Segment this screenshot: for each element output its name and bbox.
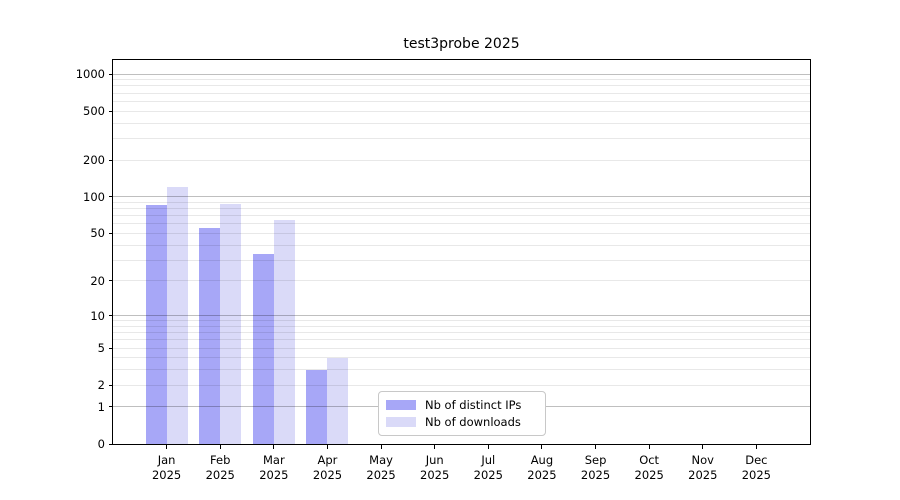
y-tick-label: 0: [97, 437, 105, 451]
y-tick: [109, 110, 113, 112]
x-tick: [755, 445, 757, 449]
bar-ips-mar: [252, 253, 274, 444]
gridline-minor: [113, 357, 810, 359]
y-tick-label: 1: [97, 399, 105, 414]
gridline-minor: [113, 122, 810, 124]
plot-area: [112, 59, 811, 445]
gridline-minor: [113, 339, 810, 341]
x-tick-label: Mar 2025: [259, 453, 289, 482]
gridline-minor: [113, 208, 810, 210]
y-tick-label: 100: [83, 189, 105, 204]
gridline-minor: [113, 110, 810, 112]
gridline-minor: [113, 137, 810, 139]
x-tick-label: May 2025: [366, 453, 396, 482]
gridline-minor: [113, 201, 810, 203]
x-tick-label: Feb 2025: [205, 453, 235, 482]
x-tick-label: Jun 2025: [420, 453, 450, 482]
legend-swatch-distinct-ips: [386, 399, 416, 410]
x-tick: [648, 445, 650, 449]
legend-item-downloads: Nb of downloads: [386, 414, 539, 431]
gridline-minor: [113, 369, 810, 371]
gridline-minor: [113, 320, 810, 322]
bar-dl-apr: [327, 357, 349, 444]
gridline-minor: [113, 280, 810, 282]
bar-ips-apr: [306, 369, 328, 444]
y-tick-label: 10: [90, 308, 105, 323]
x-tick: [541, 445, 543, 449]
y-tick: [109, 347, 113, 349]
y-tick: [109, 159, 113, 161]
gridline-minor: [113, 100, 810, 102]
y-tick: [109, 443, 113, 445]
gridline-minor: [113, 85, 810, 87]
gridline-minor: [113, 325, 810, 327]
x-tick-label: Apr 2025: [312, 453, 343, 482]
gridline-major: [113, 315, 810, 317]
y-tick: [109, 384, 113, 386]
x-tick-label: Jan 2025: [151, 453, 182, 482]
legend-swatch-downloads: [386, 417, 416, 428]
y-tick: [109, 280, 113, 282]
legend-item-distinct-ips: Nb of distinct IPs: [386, 396, 539, 413]
gridline-minor: [113, 223, 810, 225]
y-tick-label: 200: [83, 153, 105, 167]
gridline-minor: [113, 384, 810, 386]
gridline-minor: [113, 92, 810, 94]
x-tick-label: Jul 2025: [473, 453, 503, 482]
bar-ips-jan: [145, 205, 167, 444]
y-tick: [109, 232, 113, 234]
x-tick-label: Nov 2025: [688, 453, 718, 482]
y-tick-label: 500: [83, 104, 105, 119]
gridline-minor: [113, 79, 810, 81]
gridline-minor: [113, 244, 810, 246]
x-tick-label: Sep 2025: [580, 453, 611, 482]
bar-dl-jan: [166, 187, 188, 444]
x-tick-label: Oct 2025: [634, 453, 664, 482]
bar-ips-feb: [199, 228, 221, 444]
gridline-minor: [113, 232, 810, 234]
bar-dl-feb: [220, 203, 242, 444]
y-tick-label: 1000: [75, 67, 105, 82]
gridline-major: [113, 196, 810, 198]
chart-title: test3probe 2025: [403, 36, 520, 52]
x-tick: [434, 445, 436, 449]
x-tick: [219, 445, 221, 449]
gridline-minor: [113, 215, 810, 217]
legend-label-downloads: Nb of downloads: [425, 415, 521, 430]
x-tick: [380, 445, 382, 449]
x-tick: [273, 445, 275, 449]
y-tick-label: 50: [90, 226, 105, 241]
x-tick-label: Aug 2025: [527, 453, 557, 482]
gridline-minor: [113, 347, 810, 349]
y-tick-label: 5: [97, 341, 105, 356]
y-tick: [109, 196, 113, 198]
x-tick: [702, 445, 704, 449]
y-tick-label: 20: [90, 273, 105, 288]
legend-label-distinct-ips: Nb of distinct IPs: [425, 397, 522, 412]
x-tick: [487, 445, 489, 449]
bar-dl-mar: [273, 219, 295, 444]
y-tick-label: 2: [97, 378, 105, 393]
y-tick: [109, 315, 113, 317]
y-tick: [109, 406, 113, 408]
x-tick: [166, 445, 168, 449]
gridline-minor: [113, 332, 810, 334]
gridline-major: [113, 73, 810, 75]
gridline-minor: [113, 259, 810, 261]
x-tick: [326, 445, 328, 449]
gridline-minor: [113, 159, 810, 161]
y-tick: [109, 73, 113, 75]
legend: Nb of distinct IPs Nb of downloads: [378, 391, 546, 436]
x-tick: [595, 445, 597, 449]
x-tick-label: Dec 2025: [741, 453, 772, 482]
